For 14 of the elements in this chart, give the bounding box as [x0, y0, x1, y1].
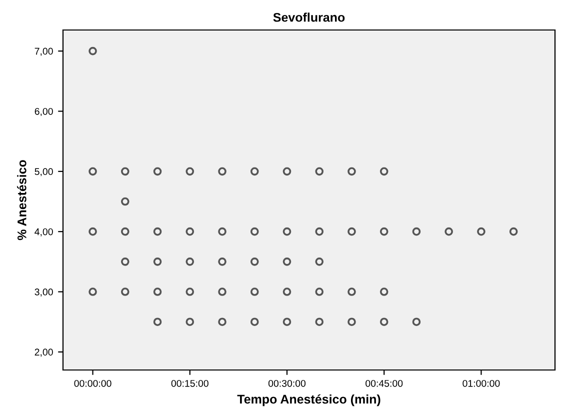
x-tick-label: 01:00:00 [462, 380, 500, 387]
chart-title: Sevoflurano [273, 12, 345, 22]
x-axis-title: Tempo Anestésico (min) [237, 394, 380, 406]
x-tick-label: 00:00:00 [74, 380, 112, 387]
x-tick-label: 00:30:00 [268, 380, 306, 387]
y-tick-label: 6,00 [34, 108, 53, 116]
x-tick-label: 00:45:00 [366, 380, 403, 387]
x-tick-label: 00:15:00 [171, 380, 208, 387]
y-axis-title: % Anestésico [17, 160, 26, 240]
y-tick-label: 2,00 [34, 348, 53, 357]
y-tick-label: 7,00 [34, 48, 53, 56]
y-tick-label: 3,00 [34, 288, 53, 297]
y-tick-label: 4,00 [34, 228, 53, 236]
y-tick-label: 5,00 [34, 168, 53, 176]
